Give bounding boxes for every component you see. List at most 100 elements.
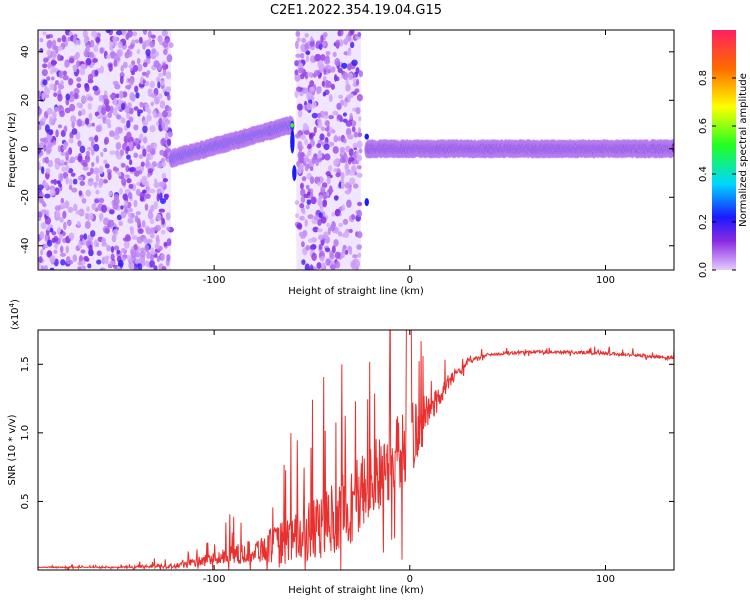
noise-blob (353, 183, 359, 189)
noise-blob (149, 218, 155, 224)
noise-blob (352, 77, 357, 84)
noise-blob (167, 131, 173, 138)
noise-blob (53, 235, 59, 243)
noise-blob (42, 202, 47, 208)
noise-blob (77, 118, 82, 127)
noise-blob (133, 243, 138, 251)
noise-blob (136, 143, 141, 150)
noise-blob (296, 160, 300, 168)
noise-blob (300, 188, 306, 197)
noise-blob (102, 179, 109, 184)
noise-blob (320, 216, 327, 224)
noise-blob (77, 155, 83, 163)
noise-blob (349, 30, 355, 36)
noise-blob (149, 188, 156, 194)
noise-blob (44, 193, 51, 199)
noise-blob (321, 262, 325, 268)
noise-blob (301, 87, 309, 94)
noise-blob (119, 149, 125, 157)
noise-blob (131, 60, 136, 66)
noise-blob (339, 157, 346, 164)
noise-blob (105, 30, 111, 34)
noise-blob (298, 67, 305, 74)
noise-blob (54, 80, 59, 86)
noise-blob (40, 209, 47, 215)
noise-blob (296, 37, 301, 43)
noise-blob (124, 174, 130, 179)
noise-blob (116, 50, 122, 58)
noise-blob (65, 256, 71, 265)
noise-blob (94, 135, 99, 143)
noise-blob (38, 107, 43, 116)
noise-blob (137, 111, 141, 117)
noise-blob (319, 54, 326, 62)
noise-blob (104, 136, 110, 145)
noise-blob (116, 114, 122, 120)
noise-blob (104, 227, 109, 234)
noise-blob (156, 161, 163, 169)
noise-blob (135, 188, 141, 196)
noise-blob (117, 259, 124, 267)
noise-blob (49, 69, 55, 75)
noise-blob (341, 62, 348, 69)
noise-blob (317, 228, 323, 233)
noise-blob (332, 51, 337, 57)
noise-blob (139, 250, 146, 258)
noise-blob (313, 69, 320, 76)
noise-blob (316, 112, 322, 118)
noise-blob (331, 245, 336, 254)
noise-blob (121, 256, 126, 262)
noise-blob (83, 233, 88, 240)
noise-blob (81, 197, 87, 204)
noise-blob (156, 193, 160, 202)
noise-blob (356, 244, 362, 250)
noise-blob (41, 68, 48, 77)
noise-blob (161, 30, 168, 37)
noise-blob (74, 53, 79, 60)
noise-blob (339, 39, 344, 47)
noise-blob (76, 83, 82, 89)
noise-blob (128, 183, 134, 189)
noise-blob (93, 143, 100, 152)
noise-blob (307, 214, 314, 220)
noise-blob (166, 54, 173, 63)
noise-blob (43, 57, 49, 63)
noise-blob (156, 188, 161, 195)
noise-blob (299, 215, 305, 221)
noise-blob (122, 237, 129, 242)
noise-blob (301, 37, 307, 44)
noise-blob (45, 34, 50, 39)
noise-blob (137, 263, 143, 270)
noise-blob (163, 48, 168, 56)
noise-blob (76, 220, 81, 227)
noise-blob (161, 121, 166, 130)
noise-blob (159, 181, 165, 188)
noise-blob (82, 162, 88, 167)
noise-blob (115, 93, 120, 99)
noise-blob (128, 64, 134, 69)
noise-blob (109, 45, 114, 51)
noise-blob (111, 234, 117, 243)
noise-blob (149, 227, 156, 234)
noise-blob (76, 77, 82, 82)
noise-blob (325, 258, 331, 266)
noise-blob (350, 120, 357, 127)
noise-blob (335, 157, 340, 165)
noise-blob (84, 212, 89, 220)
noise-blob (149, 80, 156, 89)
noise-blob (166, 94, 171, 101)
noise-blob (66, 220, 72, 226)
noise-blob (109, 94, 115, 99)
noise-blob (95, 173, 100, 183)
noise-blob (142, 119, 149, 127)
noise-blob (103, 159, 108, 165)
noise-blob (335, 41, 341, 47)
noise-blob (85, 150, 91, 157)
noise-blob (316, 143, 322, 149)
noise-blob (299, 182, 304, 190)
noise-blob (158, 117, 163, 126)
noise-blob (136, 48, 141, 55)
noise-blob (91, 162, 95, 167)
noise-blob (159, 100, 166, 109)
